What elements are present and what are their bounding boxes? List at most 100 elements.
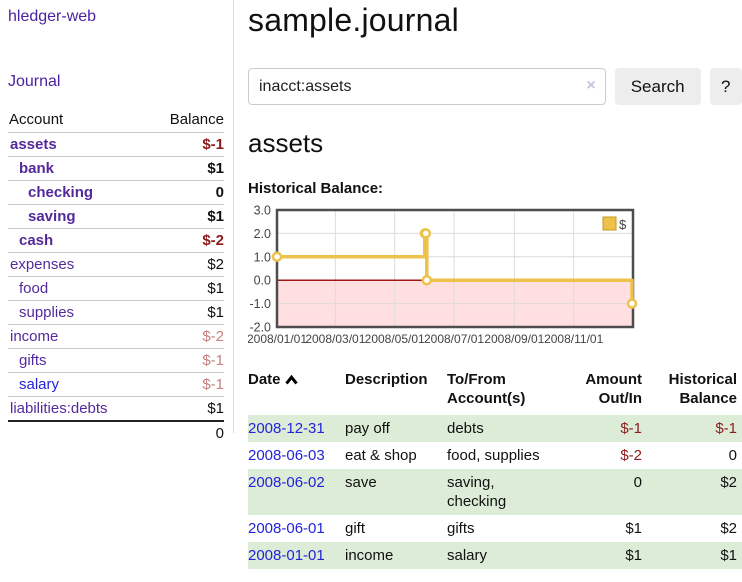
svg-text:2008/01/01: 2008/01/01 bbox=[248, 332, 307, 346]
transaction-balance: $2 bbox=[720, 474, 737, 491]
register-row: 2008-06-02 save saving, checking 0 $2 bbox=[248, 469, 742, 515]
svg-text:3.0: 3.0 bbox=[254, 204, 271, 218]
svg-text:0.0: 0.0 bbox=[254, 274, 271, 288]
svg-text:-2.0: -2.0 bbox=[249, 321, 271, 335]
register-header-balance: Historical Balance bbox=[668, 371, 737, 407]
register-header-description: Description bbox=[345, 371, 428, 388]
svg-text:2008/09/01: 2008/09/01 bbox=[484, 332, 544, 346]
transaction-accounts: debts bbox=[447, 420, 484, 437]
account-balance: $-2 bbox=[146, 228, 224, 253]
register-table: Date Description To/From Account(s) Amou… bbox=[248, 368, 742, 569]
accounts-header-account: Account bbox=[9, 111, 64, 128]
svg-text:-1.0: -1.0 bbox=[249, 297, 271, 311]
page-title: sample.journal bbox=[248, 2, 459, 38]
account-row: liabilities:debts $1 bbox=[8, 396, 224, 421]
transaction-amount: $-2 bbox=[620, 447, 642, 464]
account-row: checking 0 bbox=[8, 180, 224, 205]
register-row: 2008-01-01 income salary $1 $1 bbox=[248, 542, 742, 569]
transaction-balance: $2 bbox=[720, 520, 737, 537]
account-link[interactable]: checking bbox=[28, 184, 94, 201]
register-row: 2008-06-01 gift gifts $1 $2 bbox=[248, 515, 742, 542]
transaction-accounts: salary bbox=[447, 547, 488, 564]
transaction-balance: $-1 bbox=[715, 420, 737, 437]
transaction-description: pay off bbox=[345, 420, 390, 437]
transaction-date-link[interactable]: 2008-06-03 bbox=[248, 447, 325, 464]
account-row: income $-2 bbox=[8, 324, 224, 349]
accounts-total-value: 0 bbox=[146, 420, 224, 445]
account-row: expenses $2 bbox=[8, 252, 224, 277]
account-balance: $-1 bbox=[146, 372, 224, 397]
search-button[interactable]: Search bbox=[614, 68, 701, 105]
svg-text:2008/07/01: 2008/07/01 bbox=[424, 332, 484, 346]
account-link[interactable]: expenses bbox=[10, 256, 75, 273]
account-balance: $1 bbox=[146, 156, 224, 181]
account-row: bank $1 bbox=[8, 156, 224, 181]
account-balance: $-1 bbox=[146, 132, 224, 157]
svg-text:$: $ bbox=[619, 217, 627, 232]
accounts-header-row: Account Balance bbox=[8, 108, 224, 133]
register-header-row: Date Description To/From Account(s) Amou… bbox=[248, 368, 742, 415]
account-balance: $1 bbox=[146, 204, 224, 229]
account-balance: 0 bbox=[146, 180, 224, 205]
account-row: assets $-1 bbox=[8, 132, 224, 157]
account-balance: $-1 bbox=[146, 348, 224, 373]
historical-balance-chart: $3.0 2.0 1.0 0.0 -1.0 -2.02008/01/012008/03/0… bbox=[248, 204, 638, 346]
transaction-description: gift bbox=[345, 520, 366, 537]
account-row: food $1 bbox=[8, 276, 224, 301]
sidebar-item-journal[interactable]: Journal bbox=[8, 73, 61, 90]
transaction-date-link[interactable]: 2008-06-01 bbox=[248, 520, 325, 537]
account-balance: $-2 bbox=[146, 324, 224, 349]
search-form: × Search ? bbox=[248, 68, 742, 105]
account-balance: $1 bbox=[146, 300, 224, 325]
transaction-accounts: gifts bbox=[447, 520, 475, 537]
transaction-accounts: saving, checking bbox=[447, 474, 507, 510]
svg-text:2.0: 2.0 bbox=[254, 227, 271, 241]
app-title[interactable]: hledger-web bbox=[8, 8, 97, 25]
transaction-date-link[interactable]: 2008-01-01 bbox=[248, 547, 325, 564]
register-header-amount: Amount Out/In bbox=[585, 371, 642, 407]
transaction-amount: $1 bbox=[625, 547, 642, 564]
account-link[interactable]: income bbox=[10, 328, 59, 345]
account-link[interactable]: saving bbox=[28, 208, 76, 225]
accounts-total-row: 0 bbox=[8, 420, 224, 445]
account-link[interactable]: liabilities:debts bbox=[10, 400, 108, 417]
transaction-date-link[interactable]: 2008-06-02 bbox=[248, 474, 325, 491]
account-row: supplies $1 bbox=[8, 300, 224, 325]
register-header-accounts: To/From Account(s) bbox=[447, 371, 526, 407]
account-row: saving $1 bbox=[8, 204, 224, 229]
account-link[interactable]: bank bbox=[19, 160, 55, 177]
transaction-date-link[interactable]: 2008-12-31 bbox=[248, 420, 325, 437]
accounts-header-balance: Balance bbox=[169, 111, 224, 128]
register-row: 2008-12-31 pay off debts $-1 $-1 bbox=[248, 415, 742, 442]
search-input-wrap: × bbox=[248, 68, 606, 105]
register-row: 2008-06-03 eat & shop food, supplies $-2 0 bbox=[248, 442, 742, 469]
transaction-balance: $1 bbox=[720, 547, 737, 564]
accounts-table: Account Balance assets $-1 bank $1 checking 0… bbox=[8, 108, 224, 445]
svg-text:2008/05/01: 2008/05/01 bbox=[365, 332, 425, 346]
account-link[interactable]: gifts bbox=[19, 352, 47, 369]
account-balance: $2 bbox=[146, 252, 224, 277]
account-link[interactable]: salary bbox=[19, 376, 60, 393]
search-input[interactable] bbox=[248, 68, 606, 105]
svg-text:1.0: 1.0 bbox=[254, 250, 271, 264]
transaction-amount: $-1 bbox=[620, 420, 642, 437]
account-link[interactable]: food bbox=[19, 280, 49, 297]
sidebar: hledger-web Journal Account Balance asse… bbox=[0, 0, 234, 445]
account-row: gifts $-1 bbox=[8, 348, 224, 373]
register-header-date[interactable]: Date bbox=[248, 368, 345, 415]
transaction-balance: 0 bbox=[728, 447, 737, 464]
account-link[interactable]: assets bbox=[10, 136, 57, 153]
account-heading: assets bbox=[248, 128, 324, 158]
transaction-description: save bbox=[345, 474, 377, 491]
account-row: salary $-1 bbox=[8, 372, 224, 397]
help-button[interactable]: ? bbox=[709, 68, 742, 105]
account-link[interactable]: supplies bbox=[19, 304, 75, 321]
transaction-accounts: food, supplies bbox=[447, 447, 540, 464]
svg-text:2008/11/01: 2008/11/01 bbox=[544, 332, 603, 346]
transaction-description: eat & shop bbox=[345, 447, 417, 464]
account-balance: $1 bbox=[146, 396, 224, 421]
account-link[interactable]: cash bbox=[19, 232, 54, 249]
account-balance: $1 bbox=[146, 276, 224, 301]
clear-search-icon[interactable]: × bbox=[586, 77, 596, 94]
transaction-description: income bbox=[345, 547, 394, 564]
